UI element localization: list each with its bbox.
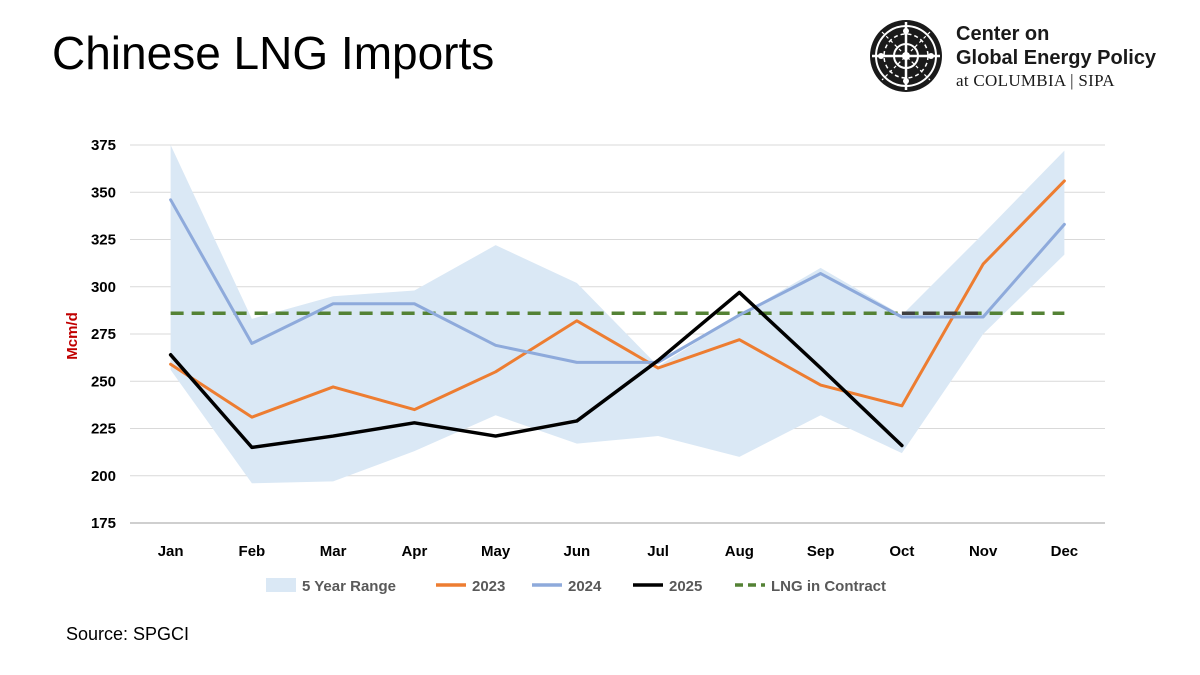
x-tick-label-jun: Jun <box>564 543 591 560</box>
page-title: Chinese LNG Imports <box>52 27 495 79</box>
cgep-seal-icon <box>870 20 942 92</box>
x-tick-label-jan: Jan <box>158 543 184 560</box>
x-tick-label-oct: Oct <box>889 543 914 560</box>
legend-label-2025: 2025 <box>669 578 702 595</box>
legend-label-2023: 2023 <box>472 578 505 595</box>
y-tick-label-300: 300 <box>91 279 116 296</box>
y-tick-label-350: 350 <box>91 184 116 201</box>
y-tick-label-375: 375 <box>91 137 116 154</box>
series-line-2023 <box>169 179 1066 419</box>
x-tick-label-dec: Dec <box>1051 543 1079 560</box>
logo-line-2: Global Energy Policy <box>956 47 1157 69</box>
y-tick-label-225: 225 <box>91 421 116 438</box>
x-tick-label-apr: Apr <box>401 543 427 560</box>
legend-label-5-year-range: 5 Year Range <box>302 578 396 595</box>
x-tick-label-feb: Feb <box>239 543 266 560</box>
x-tick-label-mar: Mar <box>320 543 347 560</box>
source-note: Source: SPGCI <box>66 624 190 644</box>
legend-label-lng-in-contract: LNG in Contract <box>771 578 886 595</box>
x-tick-label-sep: Sep <box>807 543 835 560</box>
x-tick-label-nov: Nov <box>969 543 998 560</box>
legend-label-2024: 2024 <box>568 578 602 595</box>
y-tick-label-250: 250 <box>91 373 116 390</box>
x-tick-label-may: May <box>481 543 511 560</box>
series-line-2024 <box>169 198 1066 364</box>
series-line-2025 <box>168 290 904 450</box>
y-axis-label: Mcm/d <box>64 312 81 360</box>
legend-swatch-5-year-range <box>266 578 296 592</box>
y-tick-label-175: 175 <box>91 515 116 532</box>
logo-line-3: at COLUMBIA | SIPA <box>956 71 1115 90</box>
cgep-logo: Center on Global Energy Policy at COLUMB… <box>866 18 1186 98</box>
five-year-range-band <box>170 145 1065 484</box>
y-tick-label-275: 275 <box>91 326 116 343</box>
x-tick-label-jul: Jul <box>647 543 669 560</box>
logo-line-1: Center on <box>956 23 1050 45</box>
y-tick-label-200: 200 <box>91 468 116 485</box>
y-tick-label-325: 325 <box>91 232 116 249</box>
x-tick-label-aug: Aug <box>725 543 754 560</box>
